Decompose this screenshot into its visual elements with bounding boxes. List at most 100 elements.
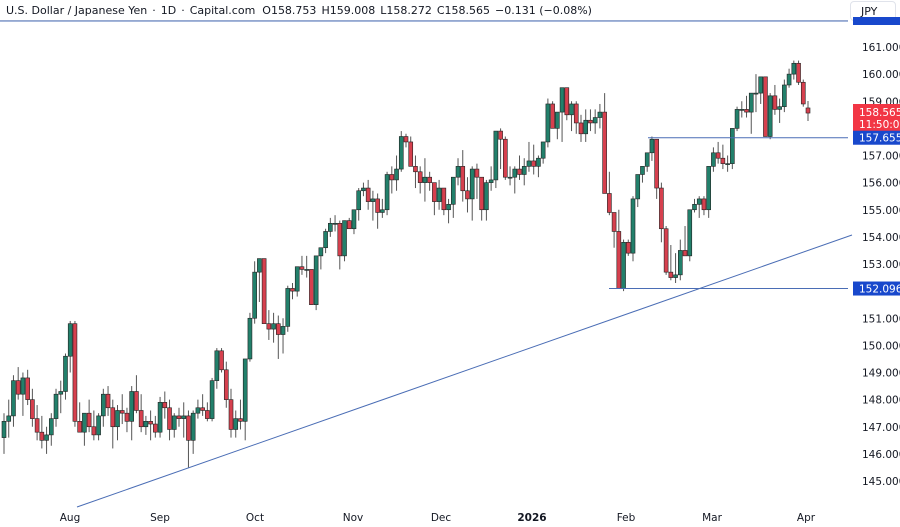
candle xyxy=(432,182,437,216)
candle xyxy=(687,209,693,262)
candle xyxy=(86,399,92,433)
price-tick: 161.000 xyxy=(862,42,900,54)
ohlc-change: −0.131 (−0.08%) xyxy=(495,3,592,17)
candle xyxy=(356,188,362,221)
candle xyxy=(205,402,210,422)
candle xyxy=(351,209,357,235)
time-tick: Oct xyxy=(246,512,264,524)
candle xyxy=(285,285,291,332)
candle xyxy=(777,98,782,123)
candle xyxy=(659,182,664,243)
candle xyxy=(720,144,726,170)
candle xyxy=(625,239,631,256)
drawings xyxy=(0,20,853,508)
candle xyxy=(318,247,324,270)
candle xyxy=(796,60,801,85)
candle xyxy=(162,391,168,419)
candle xyxy=(526,141,532,172)
candle xyxy=(294,266,300,297)
candle xyxy=(214,348,220,389)
candle xyxy=(408,136,414,167)
candle xyxy=(20,372,26,416)
candle xyxy=(176,407,182,427)
candle xyxy=(328,217,333,237)
ohlc-low: L158.272 xyxy=(380,3,432,17)
ohlc-close: C158.565 xyxy=(436,3,490,17)
candle xyxy=(252,261,257,324)
candle xyxy=(25,369,30,406)
candle xyxy=(441,187,447,216)
candle xyxy=(550,101,555,129)
candle xyxy=(138,394,144,433)
candles xyxy=(1,60,811,468)
svg-text:157.655: 157.655 xyxy=(859,133,900,145)
candle xyxy=(758,76,764,104)
candle xyxy=(460,150,466,202)
candle xyxy=(479,176,484,221)
interval[interactable]: 1D xyxy=(160,3,177,17)
candle xyxy=(58,380,64,414)
time-tick: Sep xyxy=(150,512,170,524)
candle xyxy=(67,320,73,373)
symbol-name[interactable]: U.S. Dollar / Japanese Yen xyxy=(6,3,148,17)
candle xyxy=(678,239,683,281)
candle xyxy=(744,95,749,118)
candle xyxy=(39,415,45,449)
candle xyxy=(711,147,716,172)
candle xyxy=(545,98,551,148)
candle xyxy=(346,217,352,230)
candle xyxy=(389,166,395,194)
candle xyxy=(578,114,584,142)
time-tick: Dec xyxy=(431,512,452,524)
candle xyxy=(611,212,617,248)
price-tick: 149.000 xyxy=(862,368,900,380)
candle xyxy=(394,155,399,191)
candle xyxy=(242,358,248,441)
candle xyxy=(101,388,106,427)
candle xyxy=(706,166,711,218)
candle xyxy=(559,87,565,142)
candle xyxy=(53,388,59,427)
price-tick: 154.000 xyxy=(862,232,900,244)
candle xyxy=(313,255,319,311)
candle xyxy=(44,426,49,454)
candle xyxy=(630,196,636,262)
candle xyxy=(436,179,442,210)
candle xyxy=(153,415,158,438)
time-tick: Apr xyxy=(797,512,816,524)
candle xyxy=(6,399,12,438)
candle xyxy=(48,413,54,446)
candle xyxy=(602,93,607,194)
candle xyxy=(280,318,286,354)
candle xyxy=(375,193,380,229)
candle xyxy=(96,413,101,441)
time-axis[interactable]: Aug Sep Oct Nov Dec 2026 Feb Mar Apr xyxy=(60,512,816,524)
candle xyxy=(644,152,650,172)
ohlc-high: H159.008 xyxy=(321,3,376,17)
price-tick: 157.000 xyxy=(862,151,900,163)
candle xyxy=(299,255,305,275)
candle xyxy=(640,166,645,183)
candle xyxy=(171,413,177,438)
candle xyxy=(181,402,187,438)
candle xyxy=(417,166,423,194)
candle xyxy=(271,312,276,343)
price-tick: 147.000 xyxy=(862,422,900,434)
candle xyxy=(555,111,560,140)
candle xyxy=(304,255,309,278)
candle xyxy=(507,166,513,186)
currency-button[interactable]: JPY xyxy=(850,1,896,21)
price-tick: 153.000 xyxy=(862,259,900,271)
candle xyxy=(474,163,480,199)
candle xyxy=(72,320,78,427)
candle xyxy=(361,182,366,197)
candle xyxy=(30,388,35,427)
level-tag-low xyxy=(853,281,900,296)
separator: · xyxy=(152,3,156,17)
price-tick: 160.000 xyxy=(862,69,900,81)
candle xyxy=(1,413,7,454)
last-price-tag xyxy=(853,104,900,131)
candle xyxy=(663,226,669,275)
candle xyxy=(190,410,196,454)
